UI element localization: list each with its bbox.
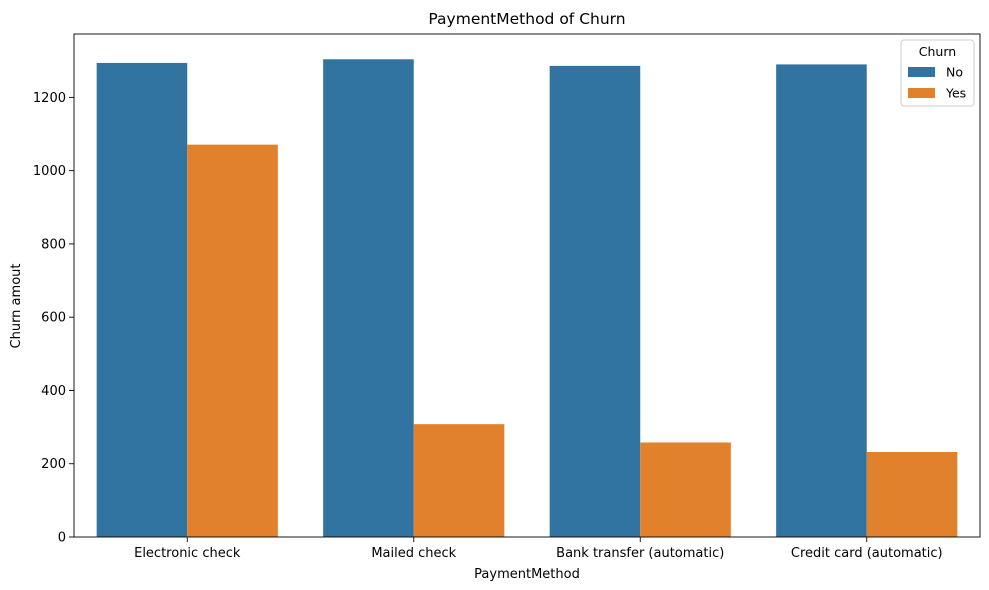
bar-yes-4 <box>866 452 958 537</box>
x-axis-label: PaymentMethod <box>474 567 580 582</box>
axes-frame <box>73 33 981 538</box>
y-tick-label: 200 <box>41 457 66 472</box>
y-tick-label: 1000 <box>33 164 66 179</box>
x-tick-label: Bank transfer (automatic) <box>556 546 724 561</box>
legend-label-yes: Yes <box>945 86 966 101</box>
legend-swatch-yes <box>908 88 935 98</box>
y-tick-label: 0 <box>58 531 66 546</box>
x-tick-label: Credit card (automatic) <box>791 546 943 561</box>
bar-yes-2 <box>413 424 505 537</box>
y-tick-label: 1200 <box>33 91 66 106</box>
y-tick-label: 400 <box>41 384 66 399</box>
legend: Churn No Yes <box>900 39 975 107</box>
legend-title: Churn <box>919 44 956 59</box>
legend-label-no: No <box>946 65 963 80</box>
bar-no-2 <box>323 59 414 537</box>
y-tick-label: 600 <box>41 311 66 326</box>
x-tick-label: Mailed check <box>371 546 456 561</box>
bar-yes-3 <box>640 442 731 537</box>
legend-swatch-no <box>908 67 935 77</box>
bar-no-3 <box>549 65 641 538</box>
plot-area: 0 200 400 600 800 1000 1200 Electronic check Mai… <box>33 33 981 561</box>
x-tick-label: Electronic check <box>134 546 241 561</box>
chart-title: PaymentMethod of Churn <box>428 10 625 28</box>
bar-yes-1 <box>187 144 278 537</box>
y-tick-label: 800 <box>41 237 66 252</box>
y-axis-label: Churn amout <box>9 264 24 349</box>
bar-no-4 <box>776 64 867 537</box>
bar-no-1 <box>96 62 188 537</box>
